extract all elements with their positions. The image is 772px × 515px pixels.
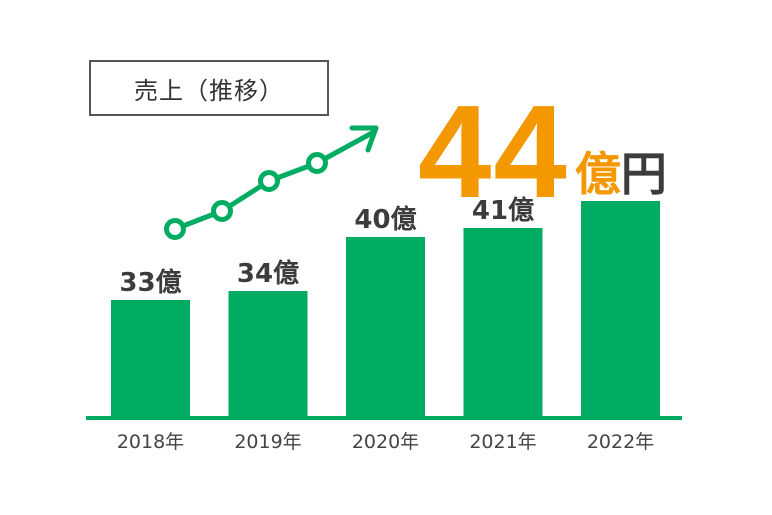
bar-2021年 <box>463 228 543 417</box>
data-label: 41億 <box>472 196 534 226</box>
bar-2019年 <box>228 291 308 417</box>
bars <box>111 201 660 417</box>
x-tick-label: 2020年 <box>352 431 419 453</box>
trend-marker <box>258 170 280 192</box>
chart-title: 売上（推移） <box>134 76 284 105</box>
trend-marker <box>211 200 233 222</box>
trend-arrow <box>164 125 379 240</box>
x-tick-label: 2021年 <box>469 431 536 453</box>
bar-2020年 <box>346 237 425 417</box>
x-tick-label: 2022年 <box>587 431 654 453</box>
data-labels: 33億 34億 40億 41億 <box>119 196 534 298</box>
data-label: 33億 <box>119 268 181 298</box>
data-label: 34億 <box>237 259 299 289</box>
headline-unit-tail: 円 <box>620 147 667 201</box>
bar-2022年 <box>581 201 660 417</box>
data-label: 40億 <box>354 205 416 235</box>
bar-2018年 <box>111 300 190 417</box>
trend-marker <box>306 152 328 174</box>
x-axis-tick-labels: 2018年 2019年 2020年 2021年 2022年 <box>117 431 654 453</box>
x-tick-label: 2019年 <box>234 431 301 453</box>
headline-unit-main: 億 <box>574 147 621 201</box>
chart-title-box: 売上（推移） <box>89 60 329 116</box>
arrow-head-icon <box>349 125 379 153</box>
x-tick-label: 2018年 <box>117 431 184 453</box>
trend-marker <box>164 218 186 240</box>
headline-total: 44 億 円 <box>418 78 667 225</box>
headline-value: 44 <box>418 78 569 225</box>
